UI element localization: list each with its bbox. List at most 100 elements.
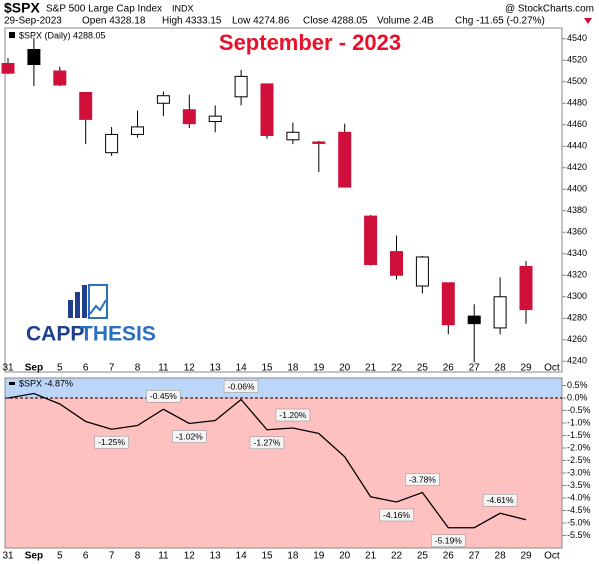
- value-label: -3.78%: [409, 474, 436, 484]
- x-tick-label: 11: [158, 551, 169, 562]
- y-tick-label: -5.0%: [567, 517, 591, 527]
- value-label-box: [482, 493, 518, 507]
- value-label: -1.25%: [98, 437, 125, 447]
- candle-body: [493, 296, 507, 329]
- high: High 4333.15: [162, 16, 222, 27]
- x-tick-label: Sep: [25, 363, 43, 374]
- source: @ StockCharts.com: [505, 4, 594, 15]
- candle-body: [467, 315, 481, 325]
- y-tick-label: 4440: [567, 141, 587, 151]
- x-tick-label: 29: [520, 363, 532, 374]
- low: Low 4274.86: [232, 16, 290, 27]
- x-tick-label: 31: [2, 551, 14, 562]
- x-tick-label: 15: [261, 551, 273, 562]
- line-panel: [4, 377, 563, 549]
- value-label-box: [94, 435, 129, 449]
- x-tick-label: 14: [236, 363, 248, 374]
- close: Close 4288.05: [303, 16, 368, 27]
- candle-body: [208, 115, 222, 123]
- x-tick-label: 6: [83, 551, 89, 562]
- y-tick-label: 4320: [567, 270, 587, 280]
- y-tick-label: 4400: [567, 184, 587, 194]
- candle-body: [519, 265, 533, 311]
- y-tick-label: 4300: [567, 291, 587, 301]
- value-label: -0.06%: [228, 381, 255, 391]
- y-tick-label: 4240: [567, 356, 587, 366]
- y-tick-label: -5.5%: [567, 530, 591, 540]
- value-label-box: [146, 389, 181, 403]
- candle-body: [156, 95, 170, 104]
- x-tick-label: 22: [391, 363, 403, 374]
- x-tick-label: 28: [495, 551, 507, 562]
- x-tick-label: 14: [236, 551, 248, 562]
- value-label: -1.20%: [279, 410, 306, 420]
- value-label-box: [275, 408, 311, 422]
- logo-text: CAPP: [26, 323, 84, 346]
- legend: $SPX -4.87%: [19, 378, 73, 388]
- x-tick-label: 7: [109, 551, 115, 562]
- y-tick-label: 4500: [567, 76, 587, 86]
- legend-swatch: [9, 32, 15, 38]
- x-tick-label: Oct: [544, 363, 560, 374]
- candle-body: [105, 133, 119, 154]
- x-tick-label: 25: [417, 551, 429, 562]
- x-tick-label: 8: [135, 363, 141, 374]
- symbol: $SPX: [4, 0, 40, 16]
- x-tick-label: 31: [2, 363, 14, 374]
- candle-body: [338, 131, 352, 188]
- x-tick-label: 8: [135, 551, 141, 562]
- x-tick-label: 21: [365, 551, 377, 562]
- candle-body: [390, 251, 403, 276]
- x-tick-label: 27: [469, 363, 481, 374]
- x-tick-label: 18: [287, 551, 299, 562]
- x-tick-label: 26: [443, 363, 455, 374]
- x-tick-label: 12: [184, 363, 196, 374]
- y-tick-label: -3.0%: [567, 467, 591, 477]
- x-tick-label: 20: [339, 363, 351, 374]
- value-label: -4.16%: [383, 510, 410, 520]
- y-tick-label: -0.5%: [567, 405, 591, 415]
- price-panel: [4, 27, 563, 373]
- x-tick-label: Oct: [544, 551, 560, 562]
- y-tick-label: -1.0%: [567, 417, 591, 427]
- x-tick-label: 22: [391, 551, 403, 562]
- x-tick-label: 7: [109, 363, 115, 374]
- legend-swatch: [9, 382, 15, 385]
- candle-body: [415, 256, 429, 287]
- y-tick-label: 4480: [567, 98, 587, 108]
- candle-body: [182, 109, 196, 125]
- y-tick-label: 4280: [567, 313, 587, 323]
- y-tick-label: -2.5%: [567, 455, 591, 465]
- value-label-box: [223, 380, 259, 393]
- x-tick-label: 25: [417, 363, 429, 374]
- date: 29-Sep-2023: [4, 16, 62, 27]
- y-tick-label: 4360: [567, 227, 587, 237]
- value-label-box: [172, 430, 207, 443]
- y-tick-label: 0.5%: [567, 380, 588, 390]
- x-tick-label: 19: [313, 363, 325, 374]
- down-arrow: [584, 18, 592, 24]
- x-tick-label: 5: [57, 551, 63, 562]
- x-tick-label: 5: [57, 363, 63, 374]
- y-tick-label: 4520: [567, 55, 587, 65]
- y-tick-label: -4.5%: [567, 505, 591, 515]
- legend: $SPX (Daily) 4288.05: [19, 30, 106, 40]
- value-label-box: [249, 436, 285, 450]
- x-tick-label: 26: [443, 551, 455, 562]
- value-label: -5.19%: [435, 536, 462, 546]
- candle-body: [131, 126, 144, 135]
- x-tick-label: Sep: [25, 551, 43, 562]
- candle-body: [53, 70, 67, 86]
- candle-body: [1, 62, 15, 74]
- y-tick-label: 4420: [567, 162, 587, 172]
- negative-zone: [5, 398, 562, 548]
- y-tick-label: 4380: [567, 205, 587, 215]
- x-tick-label: 20: [339, 551, 351, 562]
- value-label-box: [430, 534, 466, 548]
- chart-title: September - 2023: [219, 30, 401, 55]
- candle-body: [27, 49, 41, 66]
- y-tick-label: -1.5%: [567, 430, 591, 440]
- x-tick-label: 18: [287, 363, 299, 374]
- value-label: -1.27%: [254, 438, 281, 448]
- positive-zone: [5, 378, 562, 398]
